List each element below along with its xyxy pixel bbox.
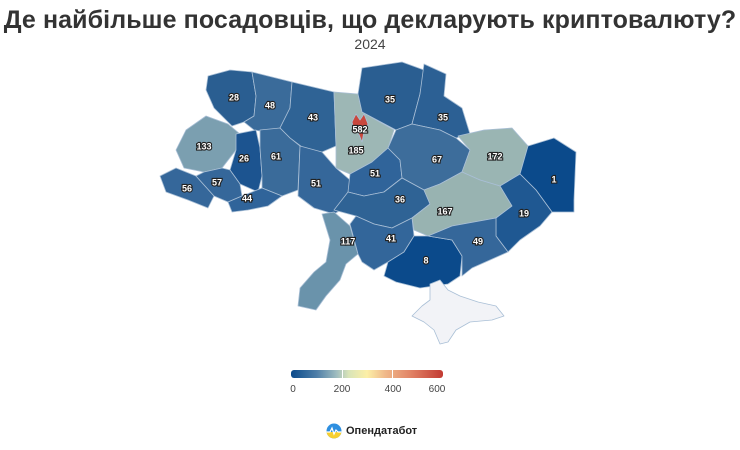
region-crimea <box>411 279 505 345</box>
legend-tick-200 <box>341 370 343 378</box>
label-kharkiv: 172 <box>487 151 502 161</box>
label-kyiv-oblast: 185 <box>348 145 363 155</box>
legend-gradient-bar <box>291 370 443 378</box>
label-vinnytsia: 51 <box>311 178 321 188</box>
region-donetsk[interactable] <box>495 173 553 253</box>
chart-subtitle: 2024 <box>354 36 386 52</box>
label-rivne: 48 <box>265 100 275 110</box>
region-khmelnytskyi[interactable] <box>259 127 301 197</box>
region-odesa[interactable] <box>297 211 359 311</box>
label-donetsk: 19 <box>519 208 529 218</box>
brand-logo: Опендатабот <box>326 423 417 439</box>
region-zaporizhzhia[interactable] <box>427 217 509 277</box>
label-chernivtsi: 44 <box>242 193 252 203</box>
label-kirovohrad: 36 <box>395 194 405 204</box>
label-kyiv-city: 582 <box>352 124 367 134</box>
label-zhytomyr: 43 <box>308 112 318 122</box>
color-legend: 0 200 400 600 <box>290 370 446 398</box>
label-sumy: 35 <box>438 112 448 122</box>
label-ivano-frankivsk: 57 <box>212 177 222 187</box>
label-luhansk: 1 <box>551 174 556 184</box>
legend-tick-400 <box>392 370 394 378</box>
region-lviv[interactable] <box>175 115 241 173</box>
legend-label-200: 200 <box>333 384 351 395</box>
legend-label-600: 600 <box>428 384 446 395</box>
region-kyiv-city[interactable] <box>351 113 369 143</box>
label-chernihiv: 35 <box>385 94 395 104</box>
label-poltava: 67 <box>432 154 442 164</box>
label-dnipropetrovsk: 167 <box>437 206 452 216</box>
label-zaporizhzhia: 49 <box>473 236 483 246</box>
legend-label-400: 400 <box>384 384 402 395</box>
chart-title: Де найбільше посадовців, що декларують к… <box>3 6 737 34</box>
region-chernivtsi[interactable] <box>227 187 283 213</box>
opendatabot-logo-icon <box>326 423 342 439</box>
legend-label-0: 0 <box>290 384 296 395</box>
label-cherkasy: 51 <box>370 168 380 178</box>
legend-labels: 0 200 400 600 <box>290 384 446 398</box>
region-zakarpattia[interactable] <box>159 167 215 209</box>
label-ternopil: 26 <box>239 153 249 163</box>
label-lviv: 133 <box>196 141 211 151</box>
label-odesa: 117 <box>341 236 356 246</box>
label-zakarpattia: 56 <box>182 183 192 193</box>
region-kherson[interactable] <box>383 235 463 289</box>
label-kherson: 8 <box>423 255 428 265</box>
brand-name: Опендатабот <box>346 425 418 437</box>
label-khmelnytskyi: 61 <box>271 151 281 161</box>
label-mykolaiv: 41 <box>386 233 396 243</box>
label-volyn: 28 <box>229 92 239 102</box>
